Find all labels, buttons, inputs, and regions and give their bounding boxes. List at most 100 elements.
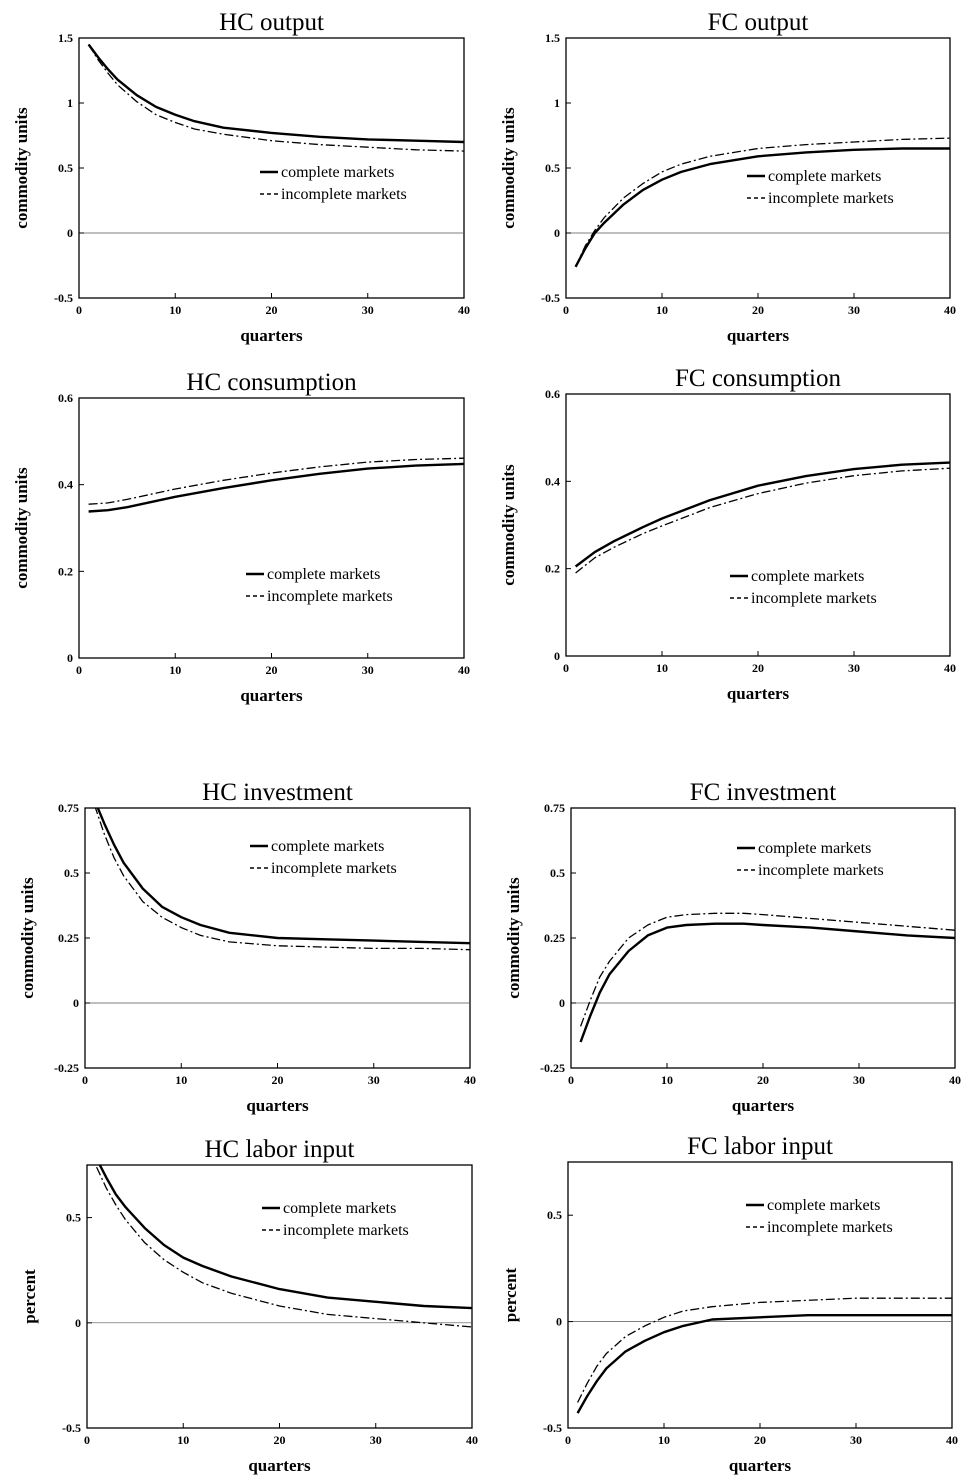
- y-tick-label: 0.6: [545, 387, 560, 401]
- hc-consumption-xlabel: quarters: [240, 686, 303, 705]
- fc-investment-series-incomplete-markets: [579, 912, 955, 1027]
- fc-output-ylabel: commodity units: [499, 107, 518, 229]
- x-tick-label: 40: [949, 1073, 961, 1087]
- legend-label: incomplete markets: [751, 590, 877, 607]
- y-tick-label: 0: [556, 1315, 562, 1329]
- y-tick-label: 1.5: [545, 31, 560, 45]
- x-tick-label: 40: [458, 303, 470, 317]
- y-tick-label: 0: [559, 996, 565, 1010]
- x-tick-label: 40: [946, 1433, 958, 1447]
- y-tick-label: 0.2: [58, 564, 73, 578]
- fc-output-title: FC output: [708, 9, 809, 36]
- hc-investment-title: HC investment: [202, 779, 353, 806]
- y-tick-label: 0.5: [545, 161, 560, 175]
- y-tick-label: -0.5: [541, 291, 560, 305]
- x-tick-label: 0: [76, 663, 82, 677]
- y-tick-label: -0.5: [62, 1421, 81, 1435]
- x-tick-label: 0: [84, 1433, 90, 1447]
- x-tick-label: 0: [563, 303, 569, 317]
- hc-investment-ylabel: commodity units: [18, 877, 37, 999]
- legend-label: incomplete markets: [758, 862, 884, 879]
- x-tick-label: 10: [169, 663, 181, 677]
- hc-output-frame: [78, 37, 465, 299]
- x-tick-label: 20: [266, 303, 278, 317]
- x-tick-label: 20: [274, 1433, 286, 1447]
- x-tick-label: 30: [848, 661, 860, 675]
- fc-consumption-title: FC consumption: [675, 365, 841, 392]
- x-tick-label: 30: [362, 303, 374, 317]
- y-tick-label: 0.75: [544, 801, 565, 815]
- y-tick-label: 0.75: [58, 801, 79, 815]
- x-tick-label: 30: [850, 1433, 862, 1447]
- x-tick-label: 30: [848, 303, 860, 317]
- legend-label: complete markets: [758, 840, 871, 857]
- y-tick-label: 0.5: [66, 1211, 81, 1225]
- hc-labor-input-series-incomplete-markets: [96, 1166, 472, 1328]
- y-tick-label: 0.5: [550, 866, 565, 880]
- x-tick-label: 0: [568, 1073, 574, 1087]
- fc-consumption-panel: FC consumption 0 10 20 30 40 0 0.2 0.4 0.6 quarter…: [499, 365, 956, 703]
- hc-labor-input-title: HC labor input: [205, 1136, 355, 1163]
- legend-label: incomplete markets: [271, 860, 397, 877]
- x-tick-label: 40: [466, 1433, 478, 1447]
- x-tick-label: 40: [458, 663, 470, 677]
- fc-labor-input-xlabel: quarters: [729, 1456, 792, 1475]
- fc-output-frame: [565, 37, 951, 299]
- y-tick-label: -0.5: [543, 1421, 562, 1435]
- x-tick-label: 20: [752, 661, 764, 675]
- fc-consumption-xlabel: quarters: [727, 684, 790, 703]
- y-tick-label: 0.25: [58, 931, 79, 945]
- x-tick-label: 10: [656, 661, 668, 675]
- hc-investment-series-complete-markets: [96, 808, 470, 945]
- y-tick-label: 0.4: [58, 478, 73, 492]
- y-tick-label: 0: [554, 649, 560, 663]
- x-tick-label: 30: [370, 1433, 382, 1447]
- fc-consumption-series-incomplete-markets: [575, 467, 950, 574]
- y-tick-label: 0.5: [58, 161, 73, 175]
- fc-labor-input-title: FC labor input: [687, 1133, 833, 1160]
- x-tick-label: 40: [944, 661, 956, 675]
- y-tick-label: 0: [75, 1316, 81, 1330]
- y-tick-label: -0.25: [540, 1061, 565, 1075]
- legend-label: incomplete markets: [768, 190, 894, 207]
- fc-investment-series-complete-markets: [579, 922, 955, 1043]
- hc-labor-input-ylabel: percent: [20, 1269, 39, 1324]
- hc-consumption-panel: HC consumption 0 10 20 30 40 0 0.2 0.4 0.6 quarter…: [12, 369, 470, 705]
- x-tick-label: 0: [563, 661, 569, 675]
- y-tick-label: 0.4: [545, 474, 560, 488]
- y-tick-label: 0.2: [545, 562, 560, 576]
- y-tick-label: 0: [67, 226, 73, 240]
- hc-labor-input-series-complete-markets: [98, 1165, 472, 1310]
- hc-consumption-series-complete-markets: [88, 462, 464, 513]
- fc-investment-ylabel: commodity units: [504, 877, 523, 999]
- legend-label: complete markets: [283, 1200, 396, 1217]
- y-tick-label: 0: [554, 226, 560, 240]
- y-tick-label: -0.5: [54, 291, 73, 305]
- x-tick-label: 10: [169, 303, 181, 317]
- y-tick-label: 0.5: [64, 866, 79, 880]
- x-tick-label: 30: [368, 1073, 380, 1087]
- fc-output-series-complete-markets: [574, 147, 950, 268]
- hc-output-title: HC output: [219, 9, 324, 36]
- hc-consumption-ylabel: commodity units: [12, 467, 31, 589]
- x-tick-label: 40: [464, 1073, 476, 1087]
- hc-consumption-title: HC consumption: [186, 369, 357, 396]
- x-tick-label: 0: [565, 1433, 571, 1447]
- legend-label: complete markets: [768, 168, 881, 185]
- x-tick-label: 10: [658, 1433, 670, 1447]
- y-tick-label: 0.25: [544, 931, 565, 945]
- y-tick-label: 1.5: [58, 31, 73, 45]
- fc-investment-title: FC investment: [690, 779, 837, 806]
- x-tick-label: 10: [661, 1073, 673, 1087]
- legend-label: complete markets: [271, 838, 384, 855]
- y-tick-label: 0: [67, 651, 73, 665]
- fc-consumption-frame: [565, 393, 951, 657]
- hc-output-series-complete-markets: [87, 43, 464, 144]
- x-tick-label: 30: [362, 663, 374, 677]
- y-tick-label: 0: [73, 996, 79, 1010]
- x-tick-label: 10: [656, 303, 668, 317]
